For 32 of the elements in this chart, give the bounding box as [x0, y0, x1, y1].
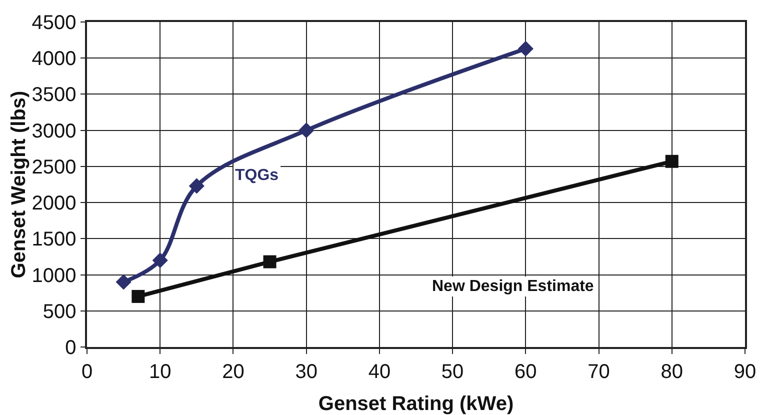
x-tick-label: 30	[295, 360, 318, 383]
y-tick-label: 0	[65, 337, 76, 359]
x-axis-title: Genset Rating (kWe)	[318, 393, 514, 415]
y-tick-label: 4500	[32, 12, 76, 34]
x-tick-label: 20	[222, 360, 244, 383]
point	[665, 154, 678, 168]
point	[116, 274, 132, 290]
point	[132, 290, 145, 303]
text: New Design Estimate	[432, 278, 594, 295]
point	[152, 252, 168, 268]
point	[188, 178, 204, 194]
x-tick-label: 0	[81, 360, 93, 383]
x-tick-label: 90	[734, 360, 756, 383]
y-tick-label: 1500	[32, 228, 76, 251]
y-tick-label: 2000	[32, 192, 76, 215]
x-tick-label: 80	[660, 360, 684, 383]
x-tick-label: 60	[514, 360, 537, 383]
x-tick-label: 40	[368, 360, 391, 383]
x-tick-label: 50	[441, 360, 464, 383]
y-tick-label: 4000	[32, 48, 76, 70]
point	[263, 255, 276, 268]
point	[298, 122, 314, 138]
x-tick-label: 10	[148, 360, 172, 383]
series-label: TQGs	[235, 167, 279, 184]
x-tick-label: 70	[588, 360, 610, 383]
y-tick-label: 3000	[32, 120, 76, 142]
y-tick-label: 2500	[32, 156, 76, 178]
y-axis-title: Genset Weight (lbs)	[8, 90, 30, 278]
y-tick-label: 500	[42, 300, 76, 323]
y-tick-label: 1000	[32, 264, 76, 287]
y-tick-label: 3500	[32, 84, 76, 106]
point	[518, 40, 534, 57]
